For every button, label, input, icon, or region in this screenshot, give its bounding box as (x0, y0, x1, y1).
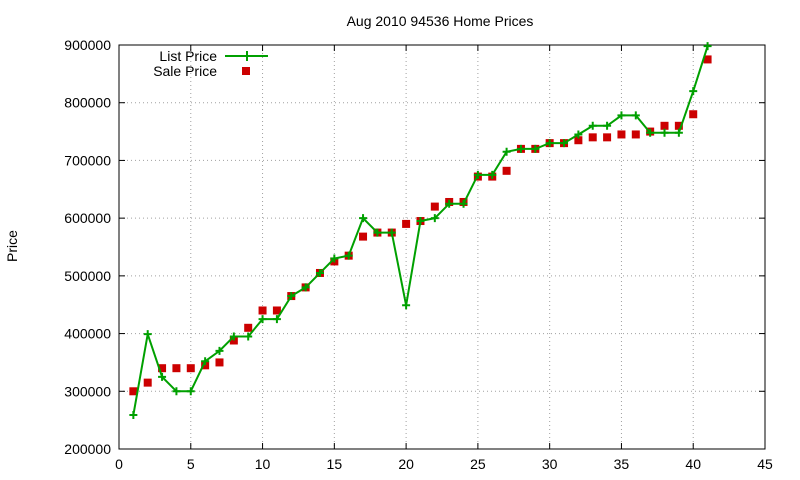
sale-price-point (660, 121, 669, 130)
legend-plus-list-price (242, 51, 252, 61)
list-price-point (172, 387, 181, 396)
sale-price-point (129, 387, 138, 396)
y-tick-label: 700000 (64, 152, 111, 168)
sale-price-point (603, 133, 612, 142)
sale-price-point (272, 306, 281, 315)
sale-price-point (244, 323, 253, 332)
sale-price-point (143, 378, 152, 387)
sale-price-point (201, 361, 210, 370)
list-price-point (703, 42, 712, 51)
sale-price-point (689, 110, 698, 119)
plot-frame (118, 44, 766, 450)
legend-label-list-price: List Price (159, 48, 217, 64)
list-price-point (545, 139, 554, 148)
list-price-point (588, 121, 597, 130)
y-tick-label: 900000 (64, 37, 111, 53)
sale-price-point (158, 364, 167, 373)
legend-label-sale-price: Sale Price (153, 63, 217, 79)
list-price-point (402, 301, 411, 310)
list-price-point (488, 170, 497, 179)
x-tick-label: 25 (470, 456, 486, 472)
list-price-point (459, 199, 468, 208)
list-price-point (560, 139, 569, 148)
list-price-point (315, 268, 324, 277)
list-price-point (258, 315, 267, 324)
y-tick-label: 400000 (64, 326, 111, 342)
list-price-point (516, 144, 525, 153)
x-tick-label: 15 (327, 456, 343, 472)
x-tick-label: 45 (757, 456, 773, 472)
list-price-point (603, 121, 612, 130)
grid (119, 45, 765, 449)
x-tick-label: 35 (614, 456, 630, 472)
list-price-point (287, 292, 296, 301)
sale-price-point (186, 364, 195, 373)
list-price-point (215, 346, 224, 355)
list-price-point (430, 214, 439, 223)
sale-price-point (502, 166, 511, 175)
list-price-point (646, 128, 655, 137)
list-price-point (674, 128, 683, 137)
x-tick-label: 20 (398, 456, 414, 472)
list-price-point (631, 111, 640, 120)
list-price-point (416, 217, 425, 226)
y-tick-label: 800000 (64, 95, 111, 111)
list-price-point (158, 372, 167, 381)
chart-title: Aug 2010 94536 Home Prices (347, 13, 534, 29)
sale-price-point (430, 202, 439, 211)
list-price-point (129, 410, 138, 419)
list-price-point (445, 199, 454, 208)
series-layer (129, 42, 712, 419)
sale-price-point (674, 121, 683, 130)
list-price-point (344, 251, 353, 260)
sale-price-point (402, 219, 411, 228)
sale-price-point (215, 358, 224, 367)
sale-price-point (574, 136, 583, 145)
list-price-point (502, 147, 511, 156)
list-price-point (301, 283, 310, 292)
y-axis: 200000 300000 400000 500000 600000 700000 8000… (64, 37, 765, 457)
sale-price-point (359, 232, 368, 241)
sale-price-point (258, 306, 267, 315)
sale-price-point (172, 364, 181, 373)
list-price-point (373, 228, 382, 237)
y-tick-label: 600000 (64, 210, 111, 226)
x-tick-label: 10 (255, 456, 271, 472)
sale-price-point (631, 130, 640, 139)
x-tick-label: 0 (115, 456, 123, 472)
list-price-point (186, 387, 195, 396)
sale-price-point (229, 336, 238, 345)
sale-price-point (703, 55, 712, 64)
list-price-point (689, 87, 698, 96)
list-price-point (330, 254, 339, 263)
list-price-point (617, 111, 626, 120)
y-axis-label: Price (4, 230, 20, 262)
y-tick-label: 300000 (64, 383, 111, 399)
list-price-point (531, 144, 540, 153)
list-price-point (143, 330, 152, 339)
sale-price-point (588, 133, 597, 142)
x-tick-label: 40 (685, 456, 701, 472)
sale-price-point (617, 130, 626, 139)
x-axis: 0 5 10 15 20 25 30 35 40 45 (115, 45, 773, 472)
list-price-point (244, 332, 253, 341)
legend-marker-sale-price (242, 67, 250, 75)
y-tick-label: 200000 (64, 441, 111, 457)
list-price-point (660, 128, 669, 137)
x-tick-label: 5 (187, 456, 195, 472)
x-tick-label: 30 (542, 456, 558, 472)
y-tick-label: 500000 (64, 268, 111, 284)
list-price-point (201, 357, 210, 366)
legend: List Price Sale Price (153, 48, 268, 79)
list-price-point (473, 170, 482, 179)
list-price-point (574, 130, 583, 139)
list-price-point (272, 315, 281, 324)
list-price-point (229, 332, 238, 341)
list-price-point (359, 214, 368, 223)
list-price-point (387, 228, 396, 237)
